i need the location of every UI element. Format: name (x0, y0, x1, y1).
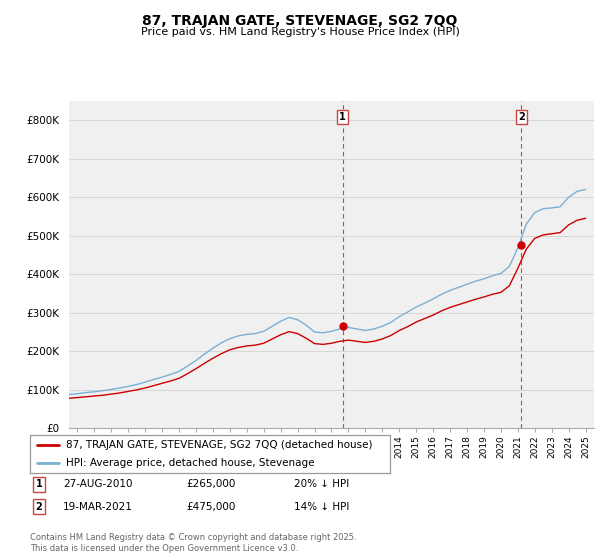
Text: 87, TRAJAN GATE, STEVENAGE, SG2 7QQ: 87, TRAJAN GATE, STEVENAGE, SG2 7QQ (142, 14, 458, 28)
Text: £475,000: £475,000 (186, 502, 235, 512)
Text: 1: 1 (339, 112, 346, 122)
Text: 87, TRAJAN GATE, STEVENAGE, SG2 7QQ (detached house): 87, TRAJAN GATE, STEVENAGE, SG2 7QQ (det… (66, 440, 373, 450)
Text: 2: 2 (35, 502, 43, 512)
Text: £265,000: £265,000 (186, 479, 235, 489)
Text: Contains HM Land Registry data © Crown copyright and database right 2025.
This d: Contains HM Land Registry data © Crown c… (30, 533, 356, 553)
Text: Price paid vs. HM Land Registry's House Price Index (HPI): Price paid vs. HM Land Registry's House … (140, 27, 460, 37)
Text: 14% ↓ HPI: 14% ↓ HPI (294, 502, 349, 512)
Text: HPI: Average price, detached house, Stevenage: HPI: Average price, detached house, Stev… (66, 458, 314, 468)
Text: 27-AUG-2010: 27-AUG-2010 (63, 479, 133, 489)
Text: 19-MAR-2021: 19-MAR-2021 (63, 502, 133, 512)
Text: 1: 1 (35, 479, 43, 489)
Text: 2: 2 (518, 112, 525, 122)
Text: 20% ↓ HPI: 20% ↓ HPI (294, 479, 349, 489)
